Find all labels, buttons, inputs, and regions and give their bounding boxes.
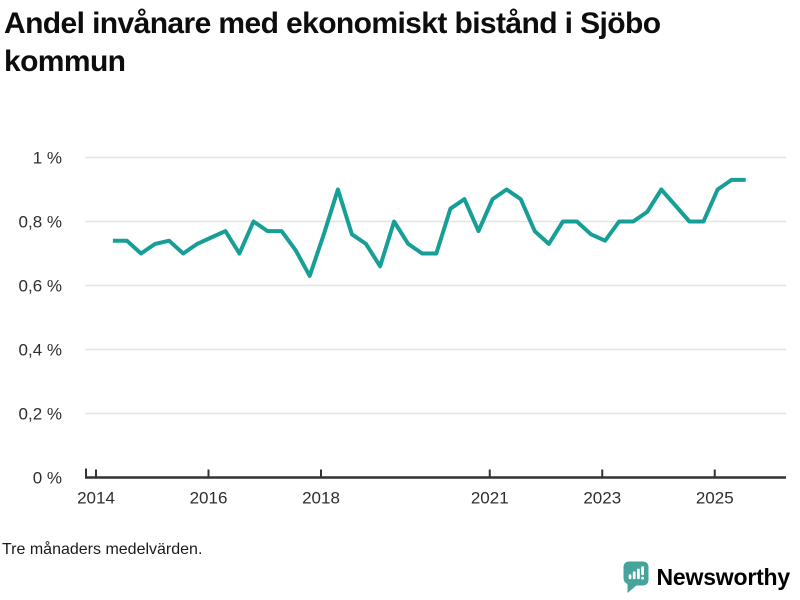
y-axis-tick-label: 0,8 % [19,213,62,232]
x-axis-tick-label: 2023 [583,489,621,508]
y-axis-tick-label: 0,4 % [19,341,62,360]
page-title-line1: Andel invånare med ekonomiskt bistånd i … [4,7,661,40]
x-axis-tick-label: 2016 [190,489,228,508]
page-title: Andel invånare med ekonomiskt bistånd i … [4,5,798,82]
x-axis-tick-label: 2021 [471,489,509,508]
bar1-glyph [628,574,631,580]
x-axis-tick-label: 2018 [302,489,340,508]
y-axis-tick-label: 0,6 % [19,277,62,296]
newsworthy-logo[interactable]: Newsworthy [623,561,790,594]
x-axis-tick-label: 2014 [77,489,115,508]
chart-footnote: Tre månaders medelvärden. [2,541,203,558]
x-axis-tick-label: 2025 [696,489,734,508]
data-series-line [112,177,746,278]
exclamation-bar-glyph [640,566,644,576]
newsworthy-logo-icon [623,561,649,593]
bar2-glyph [632,571,636,580]
y-axis-tick-label: 1 % [33,149,62,168]
exclamation-dot-glyph [640,576,644,580]
newsworthy-logo-text: Newsworthy [656,564,791,590]
y-axis-tick-label: 0 % [33,469,62,488]
speech-bubble-shape [623,561,649,593]
bar3-glyph [636,568,640,580]
page-title-line2: kommun [4,45,126,79]
y-axis-tick-label: 0,2 % [19,405,62,424]
